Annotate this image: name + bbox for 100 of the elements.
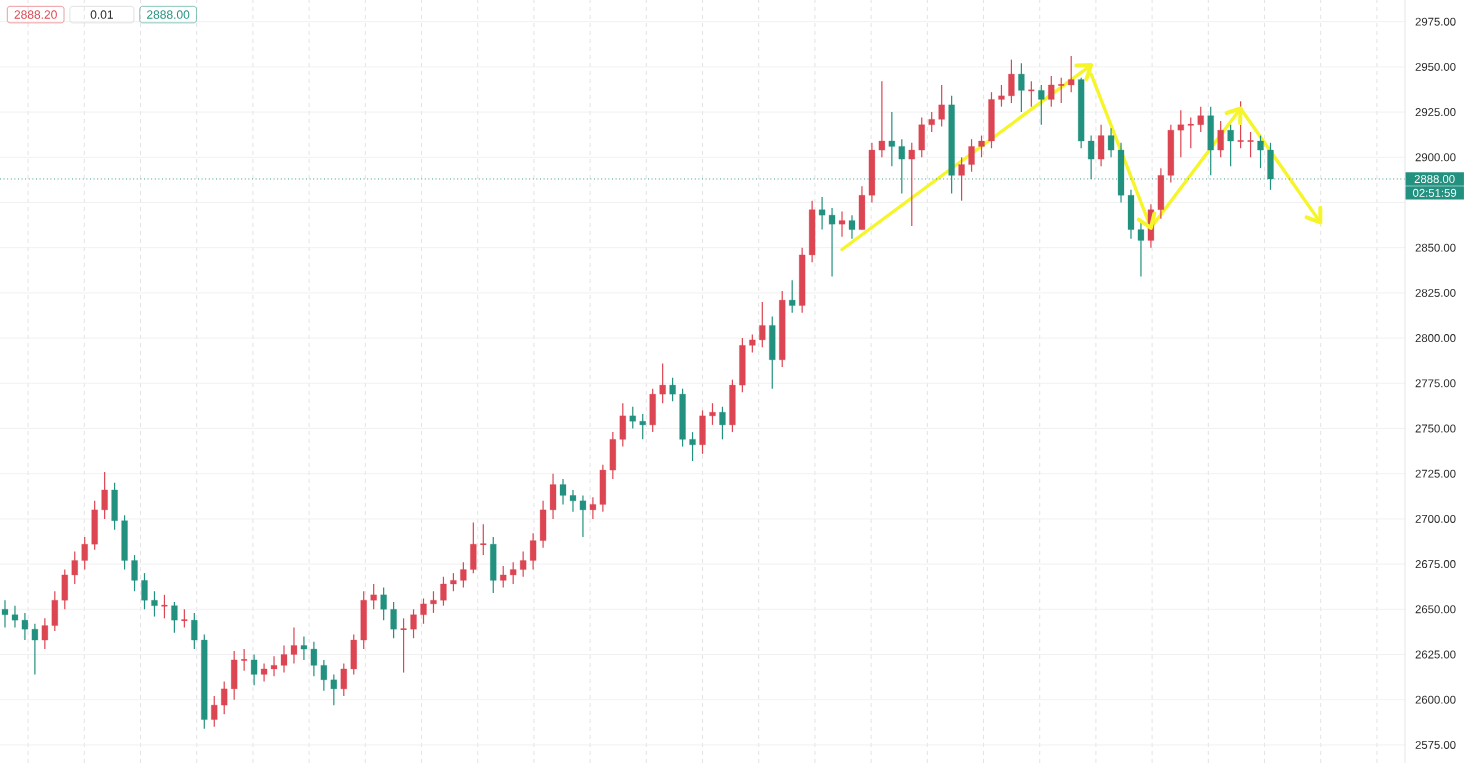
candlestick <box>838 210 846 238</box>
candlestick <box>888 111 895 167</box>
candlestick <box>938 84 945 128</box>
candlestick <box>260 662 268 683</box>
candlestick <box>669 377 676 402</box>
candlestick <box>1137 221 1145 278</box>
candlestick <box>559 478 567 506</box>
candlestick <box>450 572 457 592</box>
candlestick <box>659 362 666 404</box>
candlestick <box>290 626 298 665</box>
candlestick <box>848 214 856 240</box>
candlestick <box>589 496 597 520</box>
y-tick-label: 2625.00 <box>1415 650 1456 659</box>
candlestick <box>11 605 19 628</box>
candlestick <box>719 406 726 440</box>
y-tick-label: 2700.00 <box>1415 514 1456 523</box>
candlestick <box>420 597 427 625</box>
candlestick <box>1227 124 1234 167</box>
candlestick <box>1038 84 1045 126</box>
candlestick <box>370 583 377 610</box>
y-tick-label: 2800.00 <box>1415 334 1456 343</box>
candlestick <box>529 532 537 571</box>
candlestick <box>340 662 347 697</box>
candlestick <box>510 561 517 585</box>
candlestick <box>1097 124 1105 167</box>
candlestick <box>500 565 507 589</box>
candlestick <box>410 608 417 639</box>
candlestick <box>211 695 218 728</box>
annotation: 2888.20 <box>14 10 57 19</box>
annotation: 2888.00 <box>147 10 190 19</box>
candlestick <box>310 641 318 677</box>
candlestick <box>818 196 826 231</box>
candlestick <box>1008 59 1015 104</box>
candlestick <box>1197 106 1204 133</box>
candlestick <box>460 561 467 589</box>
candlestick <box>709 402 716 426</box>
y-tick-label: 2950.00 <box>1415 62 1456 71</box>
candlestick <box>759 301 766 348</box>
candlestick <box>928 111 935 133</box>
candlestick <box>330 673 337 706</box>
candlestick <box>141 572 148 610</box>
candlestick <box>180 608 189 628</box>
candlestick <box>569 489 577 513</box>
candlestick <box>71 550 78 585</box>
candlestick <box>479 523 488 556</box>
y-tick-label: 2900.00 <box>1415 153 1456 162</box>
y-tick-label: 2575.00 <box>1415 740 1456 749</box>
candlestick <box>430 590 437 614</box>
candlestick <box>789 279 796 314</box>
candlestick <box>81 536 88 571</box>
y-tick-label: 2675.00 <box>1415 560 1456 569</box>
candlestick <box>968 138 975 173</box>
y-tick-label: 2650.00 <box>1415 605 1456 614</box>
candlestick <box>1068 55 1075 93</box>
ref-line-label: 2888.00 <box>1414 174 1455 183</box>
y-tick-label: 2750.00 <box>1415 424 1456 433</box>
candlestick <box>998 84 1005 108</box>
candlestick <box>21 612 29 641</box>
candlestick <box>1257 134 1264 169</box>
candlestick <box>280 644 288 674</box>
candlestick <box>250 653 258 686</box>
annotation: 0.01 <box>90 10 113 19</box>
candlestick <box>1 599 9 628</box>
candlestick <box>908 142 915 227</box>
y-tick-label: 2600.00 <box>1415 695 1456 704</box>
candlestick <box>270 655 278 677</box>
y-tick-label: 2925.00 <box>1415 108 1456 117</box>
candlestick <box>878 80 886 158</box>
y-tick-label: 2775.00 <box>1415 379 1456 388</box>
candlestick <box>629 406 636 430</box>
candlestick <box>390 601 397 639</box>
candlestick <box>41 617 48 650</box>
candlestick <box>978 134 985 158</box>
candlestick <box>131 554 138 592</box>
candlestick <box>639 413 646 440</box>
candlestick <box>828 207 836 278</box>
candlestick <box>749 333 756 354</box>
candlestick <box>399 617 408 674</box>
y-tick-label: 2975.00 <box>1415 17 1456 26</box>
candlestick <box>101 471 108 520</box>
candlestick <box>300 635 308 661</box>
candlestick <box>1048 75 1055 108</box>
candlestick <box>1246 131 1255 158</box>
candlestick <box>1217 120 1224 158</box>
candlestick <box>1057 77 1066 104</box>
candlestick <box>240 648 248 672</box>
y-tick-label: 2850.00 <box>1415 243 1456 252</box>
candlestick <box>958 156 965 202</box>
candlestick <box>320 659 327 692</box>
candlestick <box>1107 127 1115 158</box>
y-tick-label: 2725.00 <box>1415 469 1456 478</box>
candlestick <box>31 623 39 675</box>
candlestick <box>440 576 447 607</box>
candlestick <box>579 494 587 538</box>
candlestick <box>191 612 198 650</box>
y-tick-label: 2825.00 <box>1415 288 1456 297</box>
candlestick <box>619 402 626 448</box>
candlestick <box>1177 109 1184 158</box>
candlestick <box>689 431 696 462</box>
candlestick <box>380 587 387 621</box>
